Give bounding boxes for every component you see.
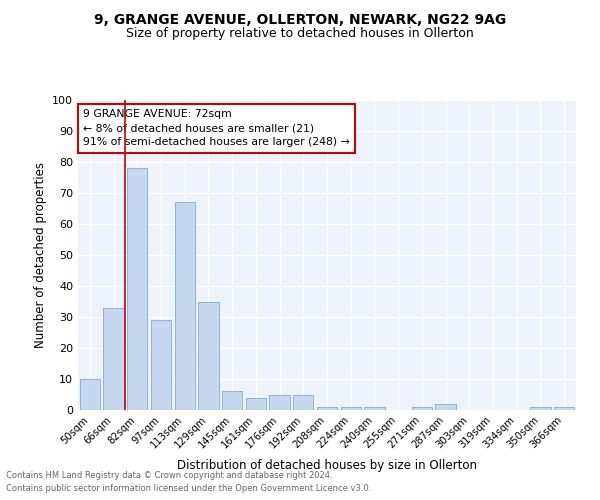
Bar — [412, 407, 432, 410]
Bar — [175, 202, 195, 410]
Bar — [222, 392, 242, 410]
Bar — [317, 407, 337, 410]
Bar — [199, 302, 218, 410]
Y-axis label: Number of detached properties: Number of detached properties — [34, 162, 47, 348]
Bar — [246, 398, 266, 410]
Bar — [436, 404, 455, 410]
X-axis label: Distribution of detached houses by size in Ollerton: Distribution of detached houses by size … — [177, 459, 477, 472]
Bar — [293, 394, 313, 410]
Text: 9 GRANGE AVENUE: 72sqm
← 8% of detached houses are smaller (21)
91% of semi-deta: 9 GRANGE AVENUE: 72sqm ← 8% of detached … — [83, 110, 350, 148]
Bar — [127, 168, 148, 410]
Bar — [103, 308, 124, 410]
Bar — [269, 394, 290, 410]
Text: 9, GRANGE AVENUE, OLLERTON, NEWARK, NG22 9AG: 9, GRANGE AVENUE, OLLERTON, NEWARK, NG22… — [94, 12, 506, 26]
Text: Size of property relative to detached houses in Ollerton: Size of property relative to detached ho… — [126, 28, 474, 40]
Text: Contains public sector information licensed under the Open Government Licence v3: Contains public sector information licen… — [6, 484, 371, 493]
Text: Contains HM Land Registry data © Crown copyright and database right 2024.: Contains HM Land Registry data © Crown c… — [6, 470, 332, 480]
Bar — [80, 379, 100, 410]
Bar — [151, 320, 171, 410]
Bar — [554, 407, 574, 410]
Bar — [341, 407, 361, 410]
Bar — [364, 407, 385, 410]
Bar — [530, 407, 551, 410]
